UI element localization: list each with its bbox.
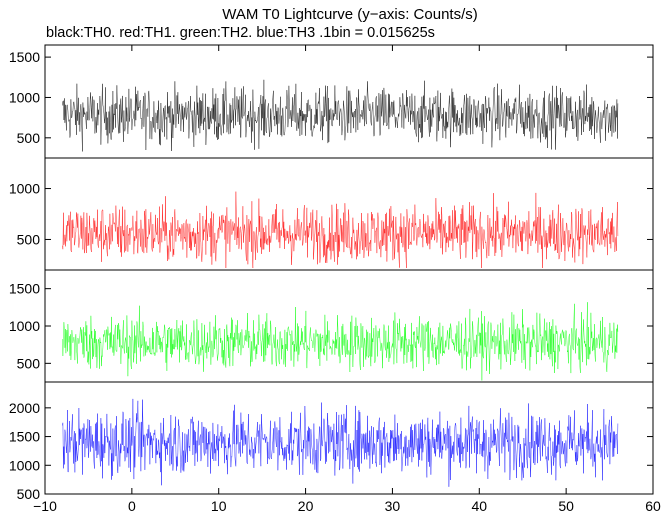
series-th1 <box>62 191 619 269</box>
x-tick-label: 40 <box>471 498 487 514</box>
y-tick-label: 1000 <box>9 181 40 197</box>
chart-subtitle: black:TH0. red:TH1. green:TH2. blue:TH3 … <box>46 25 435 41</box>
x-tick-label: 0 <box>128 498 136 514</box>
y-tick-label: 1000 <box>9 89 40 105</box>
x-tick-label: 10 <box>211 498 227 514</box>
y-tick-label: 1500 <box>9 429 40 445</box>
x-tick-label: 60 <box>645 498 661 514</box>
chart-title: WAM T0 Lightcurve (y−axis: Counts/s) <box>222 6 478 23</box>
y-tick-label: 500 <box>17 486 41 502</box>
series-th2 <box>62 302 619 381</box>
y-tick-label: 1500 <box>9 281 40 297</box>
x-tick-label: −10 <box>33 498 57 514</box>
plot-frame <box>44 44 654 495</box>
series-th0 <box>62 79 619 152</box>
series-th3 <box>62 398 619 487</box>
y-tick-label: 500 <box>17 355 41 371</box>
y-tick-label: 500 <box>17 231 41 247</box>
y-tick-label: 1500 <box>9 49 40 65</box>
x-tick-label: 30 <box>385 498 401 514</box>
x-tick-label: 20 <box>298 498 314 514</box>
y-tick-label: 1000 <box>9 318 40 334</box>
x-tick-label: 50 <box>558 498 574 514</box>
y-tick-label: 500 <box>17 130 41 146</box>
y-tick-label: 2000 <box>9 400 40 416</box>
y-tick-label: 1000 <box>9 457 40 473</box>
